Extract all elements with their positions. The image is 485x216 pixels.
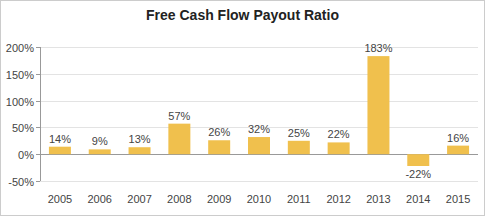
grid-line bbox=[40, 181, 478, 182]
data-label: 22% bbox=[328, 128, 350, 140]
x-tick-label: 2012 bbox=[326, 193, 350, 205]
tick-mark bbox=[36, 127, 40, 128]
x-tick-label: 2008 bbox=[167, 193, 191, 205]
y-tick-label: 0% bbox=[18, 149, 34, 161]
bar bbox=[168, 124, 190, 155]
bar bbox=[248, 137, 270, 154]
data-label: 26% bbox=[208, 126, 230, 138]
data-label: 25% bbox=[288, 127, 310, 139]
tick-mark bbox=[36, 101, 40, 102]
bar bbox=[328, 142, 350, 154]
bar bbox=[49, 147, 71, 155]
bar bbox=[288, 141, 310, 154]
x-tick-label: 2007 bbox=[127, 193, 151, 205]
y-tick-label: 200% bbox=[6, 42, 34, 54]
data-label: 16% bbox=[447, 132, 469, 144]
y-tick-label: -50% bbox=[8, 176, 34, 188]
data-label: 183% bbox=[364, 42, 392, 54]
x-tick-label: 2013 bbox=[366, 193, 390, 205]
chart-frame bbox=[1, 1, 485, 216]
bar bbox=[129, 147, 151, 154]
x-tick-label: 2014 bbox=[406, 193, 430, 205]
x-tick-label: 2015 bbox=[446, 193, 470, 205]
grid-line bbox=[40, 74, 478, 75]
grid-line bbox=[40, 47, 478, 48]
page: {"chart_data": {"type": "bar", "title": … bbox=[0, 0, 485, 216]
data-label: 14% bbox=[49, 133, 71, 145]
data-label: -22% bbox=[405, 168, 431, 180]
bar bbox=[367, 56, 389, 154]
bar bbox=[407, 154, 429, 166]
y-tick-label: 150% bbox=[6, 69, 34, 81]
data-label: 9% bbox=[92, 135, 108, 147]
y-tick-label: 100% bbox=[6, 96, 34, 108]
bars bbox=[49, 56, 469, 166]
y-axis-line bbox=[40, 47, 41, 181]
data-label: 57% bbox=[168, 110, 190, 122]
x-tick-label: 2006 bbox=[87, 193, 111, 205]
tick-mark bbox=[36, 74, 40, 75]
tick-mark bbox=[36, 181, 40, 182]
x-tick-label: 2010 bbox=[247, 193, 271, 205]
grid-line bbox=[40, 101, 478, 102]
title: Free Cash Flow Payout Ratio bbox=[146, 7, 339, 23]
tick-mark bbox=[36, 47, 40, 48]
x-tick-label: 2011 bbox=[287, 193, 311, 205]
chart: Free Cash Flow Payout Ratio -50% 0% 50% 100%… bbox=[0, 0, 485, 216]
bar bbox=[208, 140, 230, 154]
data-label: 13% bbox=[129, 133, 151, 145]
x-tick-label: 2009 bbox=[207, 193, 231, 205]
data-label: 32% bbox=[248, 123, 270, 135]
x-tick-label: 2005 bbox=[48, 193, 72, 205]
bar bbox=[447, 146, 469, 155]
y-tick-label: 50% bbox=[12, 122, 34, 134]
tick-mark bbox=[36, 154, 40, 155]
bar bbox=[89, 149, 111, 154]
